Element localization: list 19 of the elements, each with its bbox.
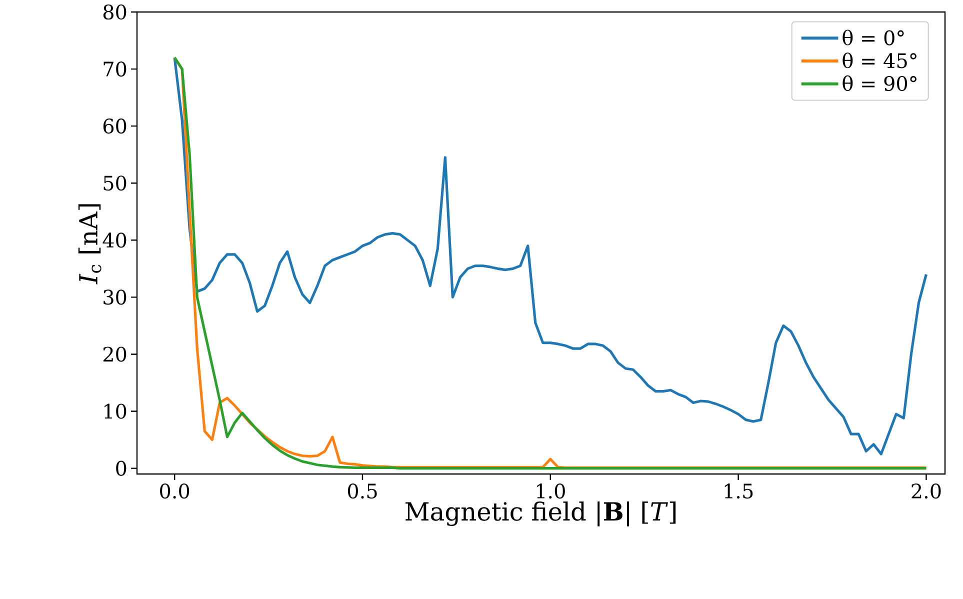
y-tick-label: 60	[103, 118, 126, 134]
x-tick-label: 1.0	[536, 484, 565, 499]
x-tick-label: 0.5	[348, 484, 377, 499]
legend-label: θ = 0°	[842, 30, 904, 46]
x-tick-label: 0.0	[160, 484, 190, 499]
y-tick-label: 30	[104, 290, 126, 305]
y-tick-label: 40	[102, 232, 126, 248]
legend-label: θ = 45°	[842, 52, 916, 68]
y-tick-label: 20	[103, 346, 126, 362]
y-tick-label: 70	[104, 62, 126, 77]
x-axis-title: Magnetic field |B| [T]	[406, 501, 676, 526]
legend-label: θ = 90°	[842, 75, 916, 92]
y-axis-title: I$_{c}$ [nA]	[78, 204, 102, 284]
x-tick-label: 1.5	[724, 484, 753, 499]
y-tick-label: 80	[103, 4, 126, 20]
x-tick-label: 2.0	[912, 484, 941, 499]
y-tick-label: 0	[116, 460, 126, 476]
y-tick-label: 10	[104, 404, 126, 419]
y-tick-label: 50	[104, 176, 126, 191]
